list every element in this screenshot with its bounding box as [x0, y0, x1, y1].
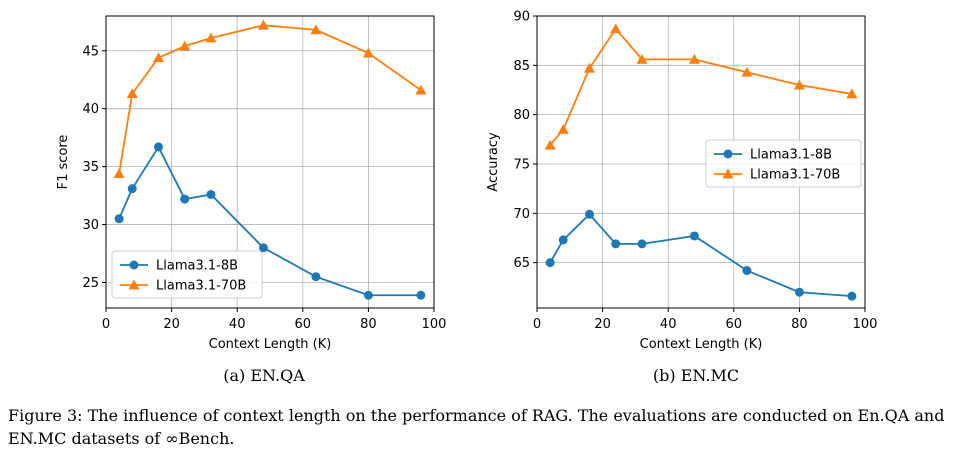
data-point	[205, 32, 217, 43]
data-point	[742, 266, 752, 276]
legend-marker	[129, 260, 139, 270]
data-point	[363, 290, 373, 300]
y-tick-label: 45	[82, 44, 99, 59]
y-axis-label: Accuracy	[486, 132, 501, 192]
data-point	[126, 88, 138, 99]
x-tick-label: 40	[229, 317, 246, 332]
y-tick-label: 25	[82, 276, 99, 291]
x-tick-label: 0	[102, 317, 110, 332]
series-line	[549, 27, 853, 146]
x-tick-label: 60	[726, 317, 743, 332]
data-point	[114, 214, 124, 224]
y-tick-label: 70	[513, 207, 530, 222]
charts-canvas: 0 20 40 60 80 100 25 30 35 40 45 Context Length (K)…	[56, 10, 877, 353]
subcaption-a: (a) EN.QA	[223, 366, 305, 385]
legend-marker	[128, 279, 140, 290]
data-point	[544, 139, 556, 150]
y-tick-label: 65	[513, 256, 530, 271]
chart-0: 0 20 40 60 80 100 25 30 35 40 45 Context Length (K)…	[56, 15, 447, 352]
data-point	[258, 243, 268, 253]
data-point	[637, 239, 647, 249]
y-tick-label: 75	[513, 157, 530, 172]
data-point	[583, 62, 595, 73]
data-point	[416, 290, 426, 300]
legend-label: Llama3.1-8B	[750, 148, 832, 163]
data-point	[310, 24, 322, 35]
series-0	[545, 209, 857, 301]
x-tick-label: 100	[853, 317, 878, 332]
data-point	[689, 231, 699, 241]
data-point	[180, 194, 190, 204]
data-point	[206, 189, 216, 199]
data-point	[152, 52, 164, 63]
y-tick-label: 30	[82, 218, 99, 233]
x-axis-label: Context Length (K)	[640, 337, 763, 352]
legend: Llama3.1-8B Llama3.1-70B	[111, 250, 263, 299]
legend-label: Llama3.1-70B	[156, 279, 246, 294]
y-tick-label: 85	[513, 59, 530, 74]
series-0	[114, 142, 426, 300]
data-point	[610, 23, 622, 34]
data-point	[846, 88, 858, 99]
data-point	[793, 79, 805, 90]
series-line	[118, 24, 422, 174]
legend-box	[705, 139, 862, 188]
legend-box	[111, 250, 263, 299]
x-tick-label: 40	[660, 317, 677, 332]
data-point	[847, 291, 857, 301]
data-point	[636, 53, 648, 64]
y-tick-label: 35	[82, 160, 99, 175]
legend: Llama3.1-8B Llama3.1-70B	[705, 139, 862, 188]
data-point	[611, 239, 621, 249]
data-point	[153, 142, 163, 152]
x-tick-label: 100	[422, 317, 447, 332]
x-tick-label: 80	[360, 317, 377, 332]
x-axis-label: Context Length (K)	[209, 337, 332, 352]
data-point	[113, 168, 125, 178]
figure-caption: Figure 3: The influence of context lengt…	[8, 406, 945, 448]
data-point	[545, 258, 555, 268]
data-point	[257, 19, 269, 30]
chart-1: 0 20 40 60 80 100 65 70 75 80 85 90 Context Length (…	[486, 10, 877, 353]
y-tick-label: 80	[513, 108, 530, 123]
legend-marker	[723, 149, 733, 159]
legend-label: Llama3.1-8B	[156, 259, 238, 274]
data-point	[311, 272, 321, 282]
series-1	[113, 19, 427, 178]
data-point	[794, 287, 804, 297]
y-tick-label: 40	[82, 102, 99, 117]
axes-frame	[105, 15, 435, 309]
x-tick-label: 20	[594, 317, 611, 332]
legend-label: Llama3.1-70B	[750, 168, 840, 183]
series-line	[549, 212, 852, 298]
data-point	[415, 84, 427, 95]
data-point	[127, 184, 137, 194]
data-point	[688, 53, 700, 64]
data-point	[584, 209, 594, 219]
data-point	[557, 123, 569, 134]
x-tick-label: 60	[295, 317, 312, 332]
x-tick-label: 80	[791, 317, 808, 332]
data-point	[362, 47, 374, 58]
series-1	[544, 23, 858, 150]
legend-marker	[722, 168, 734, 179]
x-tick-label: 20	[163, 317, 180, 332]
data-point	[558, 235, 568, 245]
axes-frame	[536, 15, 866, 309]
data-point	[741, 66, 753, 77]
y-axis-label: F1 score	[56, 135, 71, 190]
data-point	[179, 40, 191, 51]
x-tick-label: 0	[533, 317, 541, 332]
y-tick-label: 90	[513, 10, 530, 25]
subcaption-b: (b) EN.MC	[652, 366, 740, 385]
